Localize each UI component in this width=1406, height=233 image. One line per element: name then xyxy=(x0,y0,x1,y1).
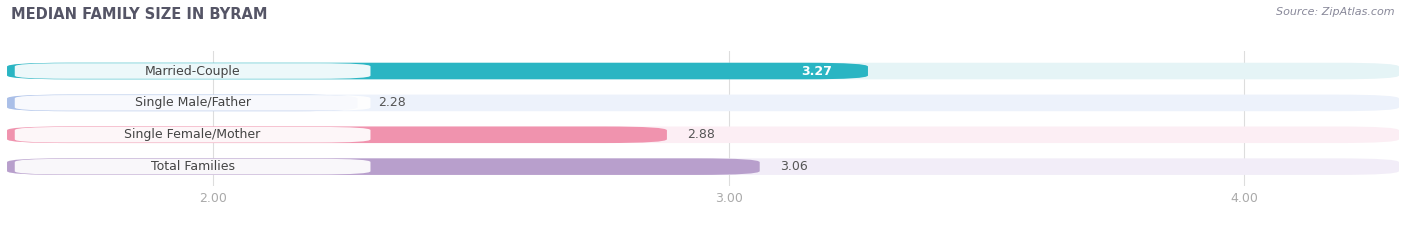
FancyBboxPatch shape xyxy=(7,95,357,111)
FancyBboxPatch shape xyxy=(14,127,371,143)
FancyBboxPatch shape xyxy=(7,63,868,79)
FancyBboxPatch shape xyxy=(14,159,371,175)
Text: Married-Couple: Married-Couple xyxy=(145,65,240,78)
Text: Total Families: Total Families xyxy=(150,160,235,173)
FancyBboxPatch shape xyxy=(14,63,371,79)
Text: MEDIAN FAMILY SIZE IN BYRAM: MEDIAN FAMILY SIZE IN BYRAM xyxy=(11,7,267,22)
FancyBboxPatch shape xyxy=(7,158,1399,175)
FancyBboxPatch shape xyxy=(7,127,1399,143)
Text: Source: ZipAtlas.com: Source: ZipAtlas.com xyxy=(1277,7,1395,17)
FancyBboxPatch shape xyxy=(14,95,371,111)
FancyBboxPatch shape xyxy=(7,158,759,175)
FancyBboxPatch shape xyxy=(7,63,1399,79)
Text: 2.88: 2.88 xyxy=(688,128,716,141)
Text: 3.06: 3.06 xyxy=(780,160,808,173)
Text: 3.27: 3.27 xyxy=(801,65,832,78)
Text: 2.28: 2.28 xyxy=(378,96,406,110)
FancyBboxPatch shape xyxy=(7,127,666,143)
FancyBboxPatch shape xyxy=(7,95,1399,111)
Text: Single Male/Father: Single Male/Father xyxy=(135,96,250,110)
Text: Single Female/Mother: Single Female/Mother xyxy=(125,128,260,141)
